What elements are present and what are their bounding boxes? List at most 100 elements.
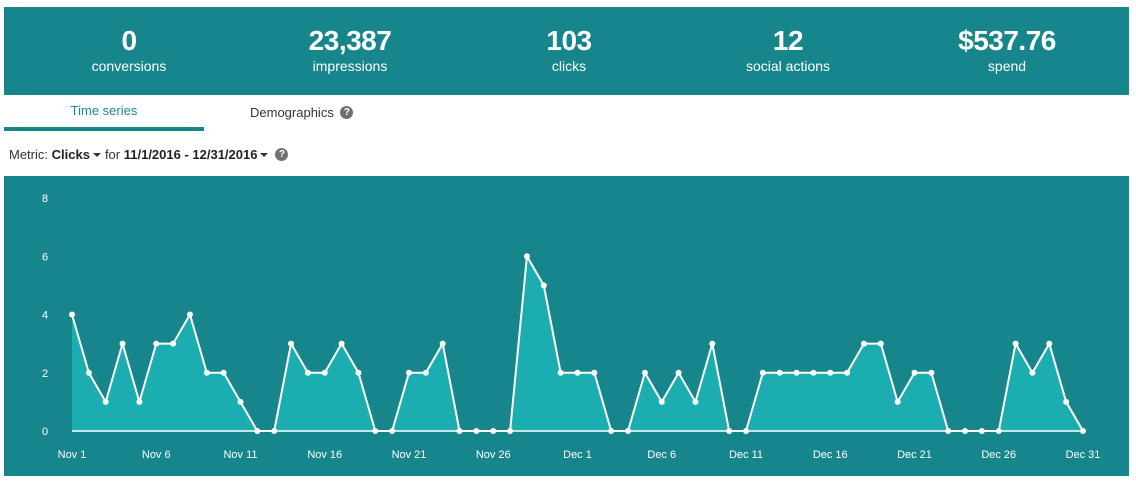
- data-point: [456, 428, 463, 434]
- data-point: [237, 398, 244, 405]
- data-point: [523, 253, 530, 260]
- data-point: [945, 428, 952, 434]
- data-point: [759, 369, 766, 376]
- caret-down-icon: [92, 152, 101, 157]
- data-point: [793, 369, 800, 376]
- help-icon[interactable]: ?: [340, 106, 354, 120]
- tab-time-series-label: Time series: [70, 103, 138, 118]
- stat-spend: $537.76 spend: [907, 7, 1107, 75]
- data-point: [928, 369, 935, 376]
- data-point: [170, 340, 177, 347]
- data-point: [186, 311, 193, 318]
- data-point: [877, 340, 884, 347]
- data-point: [321, 369, 328, 376]
- data-point: [1080, 428, 1086, 434]
- data-point: [827, 369, 834, 376]
- stat-clicks: 103 clicks: [469, 7, 669, 75]
- data-point: [203, 369, 210, 376]
- stat-impressions: 23,387 impressions: [250, 7, 450, 75]
- x-tick-label: Nov 11: [223, 449, 257, 461]
- data-point: [709, 340, 716, 347]
- metric-dropdown[interactable]: Clicks: [52, 147, 105, 162]
- stat-label: clicks: [551, 58, 587, 74]
- metric-for-label: for: [104, 147, 121, 162]
- data-point: [1063, 398, 1070, 405]
- x-tick-label: Nov 16: [307, 449, 342, 461]
- y-tick-label: 4: [42, 310, 48, 322]
- tab-demographics[interactable]: Demographics ?: [250, 95, 354, 131]
- caret-down-icon: [260, 152, 269, 157]
- x-tick-label: Dec 16: [813, 449, 848, 461]
- x-tick-label: Dec 31: [1066, 449, 1101, 461]
- data-point: [1029, 369, 1036, 376]
- data-point: [119, 340, 126, 347]
- stat-label: spend: [987, 58, 1027, 74]
- data-point: [372, 428, 379, 434]
- data-point: [844, 369, 851, 376]
- data-point: [608, 428, 615, 434]
- data-point: [743, 428, 749, 434]
- date-range-value: 11/1/2016 - 12/31/2016: [123, 147, 258, 162]
- stat-conversions: 0 conversions: [29, 7, 229, 75]
- data-point: [962, 428, 969, 434]
- data-point: [540, 282, 547, 289]
- stat-value: 0: [121, 25, 137, 56]
- data-point: [860, 340, 867, 347]
- data-point: [153, 340, 160, 347]
- data-point: [1012, 340, 1019, 347]
- y-tick-label: 6: [42, 251, 48, 263]
- view-tabs: Time series Demographics ?: [4, 95, 1129, 131]
- data-point: [490, 428, 497, 434]
- x-tick-label: Dec 1: [563, 449, 592, 461]
- x-tick-label: Dec 11: [729, 449, 763, 461]
- stat-social-actions: 12 social actions: [688, 7, 888, 75]
- data-point: [625, 428, 632, 434]
- x-tick-label: Dec 21: [897, 449, 932, 461]
- stat-value: 12: [772, 25, 804, 56]
- y-tick-label: 2: [42, 368, 48, 380]
- data-point: [995, 428, 1002, 434]
- x-tick-label: Nov 1: [58, 449, 87, 461]
- data-point: [439, 340, 446, 347]
- data-point: [355, 369, 362, 376]
- data-point: [776, 369, 783, 376]
- y-tick-label: 0: [42, 426, 48, 438]
- metric-prefix: Metric:: [9, 147, 48, 162]
- clicks-time-series-chart: 0 2 4 6 8 Nov 1 Nov 6 Nov 11 Nov 16 Nov 21 Nov 26 D…: [4, 176, 1129, 476]
- data-point: [473, 428, 480, 434]
- data-point: [254, 428, 261, 434]
- data-point: [85, 369, 92, 376]
- series-area: [72, 256, 1083, 431]
- data-point: [692, 398, 699, 405]
- stat-label: conversions: [91, 58, 167, 74]
- x-tick-label: Nov 21: [392, 449, 427, 461]
- data-point: [810, 369, 817, 376]
- stat-label: impressions: [312, 58, 388, 74]
- data-point: [304, 369, 311, 376]
- stat-label: social actions: [745, 58, 831, 74]
- data-point: [726, 428, 733, 434]
- data-point: [406, 369, 412, 376]
- y-tick-label: 8: [42, 193, 48, 205]
- metric-selected-value: Clicks: [51, 147, 90, 162]
- data-point: [894, 398, 901, 405]
- metric-filter-bar: Metric: Clicks for 11/1/2016 - 12/31/2016…: [9, 146, 289, 164]
- data-point: [136, 398, 143, 405]
- data-point: [220, 369, 227, 376]
- date-range-dropdown[interactable]: 11/1/2016 - 12/31/2016: [124, 147, 273, 162]
- data-point: [422, 369, 429, 376]
- data-point: [507, 428, 514, 434]
- x-tick-label: Dec 6: [647, 449, 676, 461]
- stat-value: $537.76: [958, 25, 1056, 56]
- data-point: [557, 369, 564, 376]
- data-point: [338, 340, 345, 347]
- x-tick-label: Nov 6: [142, 449, 171, 461]
- data-point: [978, 428, 985, 434]
- data-point: [288, 340, 295, 347]
- chart-svg: 0 2 4 6 8 Nov 1 Nov 6 Nov 11 Nov 16 Nov 21 Nov 26 D…: [4, 176, 1129, 476]
- data-point: [389, 428, 396, 434]
- data-point: [911, 369, 918, 376]
- tab-time-series[interactable]: Time series: [4, 95, 204, 131]
- help-icon[interactable]: ?: [275, 148, 289, 162]
- x-tick-label: Dec 26: [981, 449, 1016, 461]
